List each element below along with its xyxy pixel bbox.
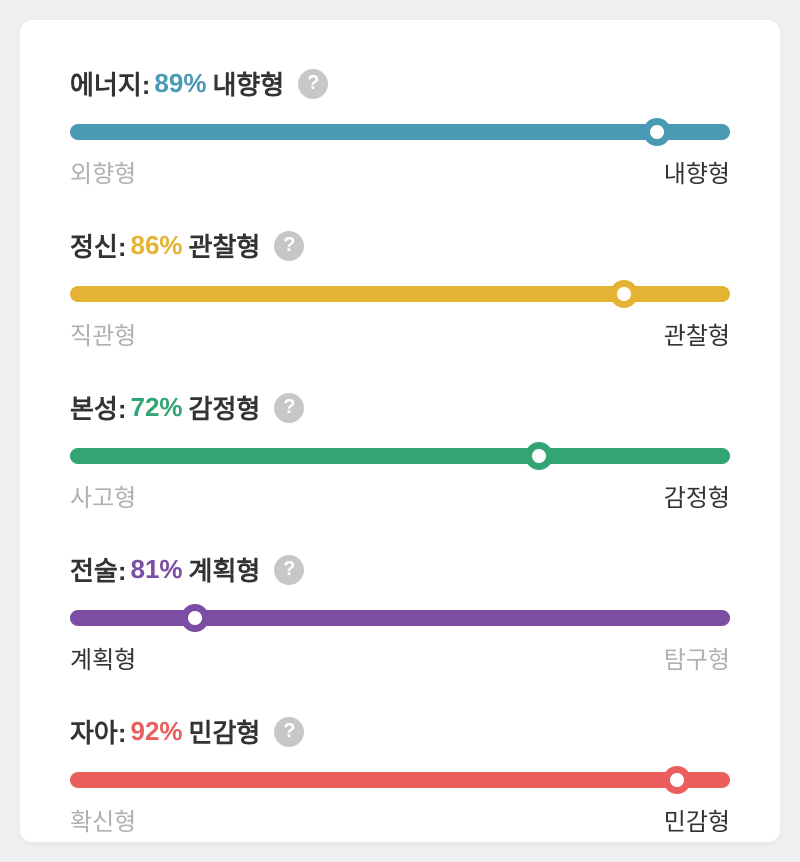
trait-end-labels: 확신형 민감형	[70, 802, 730, 837]
trait-type-label: 내향형	[212, 65, 284, 102]
trait-bar	[70, 448, 730, 464]
trait-type-label: 민감형	[189, 713, 261, 750]
trait-right-label: 관찰형	[664, 316, 730, 351]
trait-bar-container	[70, 772, 730, 788]
trait-percent: 92%	[131, 716, 183, 747]
trait-category-label: 전술:	[70, 551, 127, 588]
trait-end-labels: 사고형 감정형	[70, 478, 730, 513]
trait-row: 전술: 81% 계획형 ? 계획형 탐구형	[70, 551, 730, 675]
trait-bar	[70, 124, 730, 140]
trait-right-label: 감정형	[664, 478, 730, 513]
trait-header: 자아: 92% 민감형 ?	[70, 713, 730, 750]
trait-marker	[181, 604, 209, 632]
trait-percent: 89%	[154, 68, 206, 99]
trait-type-label: 감정형	[189, 389, 261, 426]
trait-header: 전술: 81% 계획형 ?	[70, 551, 730, 588]
help-icon[interactable]: ?	[274, 717, 304, 747]
trait-end-labels: 계획형 탐구형	[70, 640, 730, 675]
trait-row: 자아: 92% 민감형 ? 확신형 민감형	[70, 713, 730, 837]
trait-marker	[525, 442, 553, 470]
trait-marker	[610, 280, 638, 308]
trait-percent: 72%	[131, 392, 183, 423]
trait-header: 에너지: 89% 내향형 ?	[70, 65, 730, 102]
trait-percent: 81%	[131, 554, 183, 585]
trait-left-label: 사고형	[70, 478, 136, 513]
trait-category-label: 에너지:	[70, 65, 150, 102]
trait-end-labels: 직관형 관찰형	[70, 316, 730, 351]
trait-right-label: 탐구형	[664, 640, 730, 675]
trait-bar-container	[70, 610, 730, 626]
trait-category-label: 본성:	[70, 389, 127, 426]
help-icon[interactable]: ?	[298, 69, 328, 99]
help-icon[interactable]: ?	[274, 555, 304, 585]
trait-header: 정신: 86% 관찰형 ?	[70, 227, 730, 264]
trait-category-label: 정신:	[70, 227, 127, 264]
trait-bar	[70, 772, 730, 788]
trait-header: 본성: 72% 감정형 ?	[70, 389, 730, 426]
trait-bar-container	[70, 448, 730, 464]
trait-left-label: 확신형	[70, 802, 136, 837]
help-icon[interactable]: ?	[274, 231, 304, 261]
trait-end-labels: 외향형 내향형	[70, 154, 730, 189]
trait-row: 본성: 72% 감정형 ? 사고형 감정형	[70, 389, 730, 513]
trait-left-label: 직관형	[70, 316, 136, 351]
trait-right-label: 내향형	[664, 154, 730, 189]
trait-type-label: 관찰형	[189, 227, 261, 264]
trait-left-label: 외향형	[70, 154, 136, 189]
trait-type-label: 계획형	[189, 551, 261, 588]
personality-traits-card: 에너지: 89% 내향형 ? 외향형 내향형 정신: 86% 관찰형 ? 직관형…	[20, 20, 780, 842]
trait-left-label: 계획형	[70, 640, 136, 675]
trait-percent: 86%	[131, 230, 183, 261]
trait-category-label: 자아:	[70, 713, 127, 750]
trait-marker	[663, 766, 691, 794]
trait-marker	[643, 118, 671, 146]
trait-bar	[70, 610, 730, 626]
trait-right-label: 민감형	[664, 802, 730, 837]
trait-row: 정신: 86% 관찰형 ? 직관형 관찰형	[70, 227, 730, 351]
help-icon[interactable]: ?	[274, 393, 304, 423]
trait-row: 에너지: 89% 내향형 ? 외향형 내향형	[70, 65, 730, 189]
trait-bar-container	[70, 124, 730, 140]
trait-bar-container	[70, 286, 730, 302]
